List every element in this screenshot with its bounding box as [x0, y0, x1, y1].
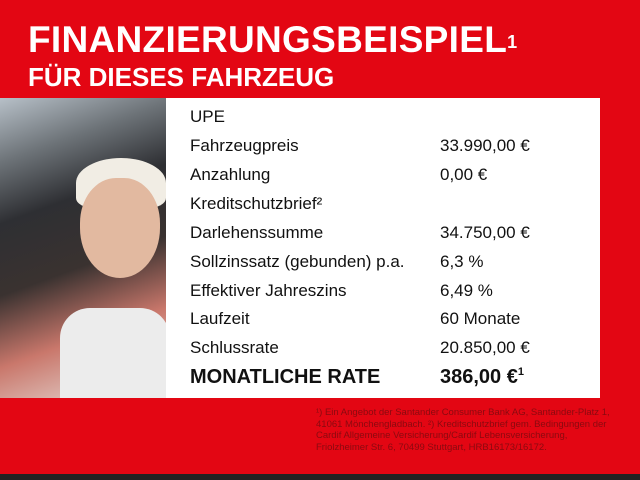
row-value: 0,00 €: [440, 165, 488, 184]
row-value: 34.750,00 €: [440, 223, 530, 242]
row-value: 60 Monate: [440, 309, 521, 328]
title-footnote-mark: 1: [507, 32, 518, 52]
monthly-rate-value: 386,00 €: [440, 366, 518, 388]
row-label: Anzahlung: [190, 165, 271, 184]
driver-photo: [0, 98, 166, 398]
row-label: Kreditschutzbrief²: [190, 194, 323, 213]
row-value: 6,49 %: [440, 281, 493, 300]
footnote: ¹) Ein Angebot der Santander Consumer Ba…: [316, 407, 610, 453]
monthly-rate-footnote-mark: 1: [517, 366, 524, 378]
bottom-border: [0, 474, 640, 480]
monthly-rate-label: MONATLICHE RATE: [190, 366, 381, 388]
photo-shirt: [60, 308, 166, 398]
row-value: 20.850,00 €: [440, 338, 530, 357]
photo-face: [80, 178, 160, 278]
row-label: Sollzinssatz (gebunden) p.a.: [190, 252, 405, 271]
financing-table: UPE Fahrzeugpreis 33.990,00 € Anzahlung 0,…: [166, 98, 600, 398]
page-title: FINANZIERUNGSBEISPIEL1: [28, 20, 517, 60]
row-label: Fahrzeugpreis: [190, 136, 299, 155]
row-value: 33.990,00 €: [440, 136, 530, 155]
row-label: Darlehenssumme: [190, 223, 324, 242]
row-label: Schlussrate: [190, 338, 279, 357]
row-value: 6,3 %: [440, 252, 484, 271]
row-label: Effektiver Jahreszins: [190, 281, 347, 300]
row-label: Laufzeit: [190, 309, 250, 328]
title-text: FINANZIERUNGSBEISPIEL: [28, 19, 508, 60]
monthly-rate-value-wrap: 386,00 €1: [440, 366, 524, 389]
page-subtitle: FÜR DIESES FAHRZEUG: [28, 62, 335, 92]
row-label: UPE: [190, 107, 225, 126]
